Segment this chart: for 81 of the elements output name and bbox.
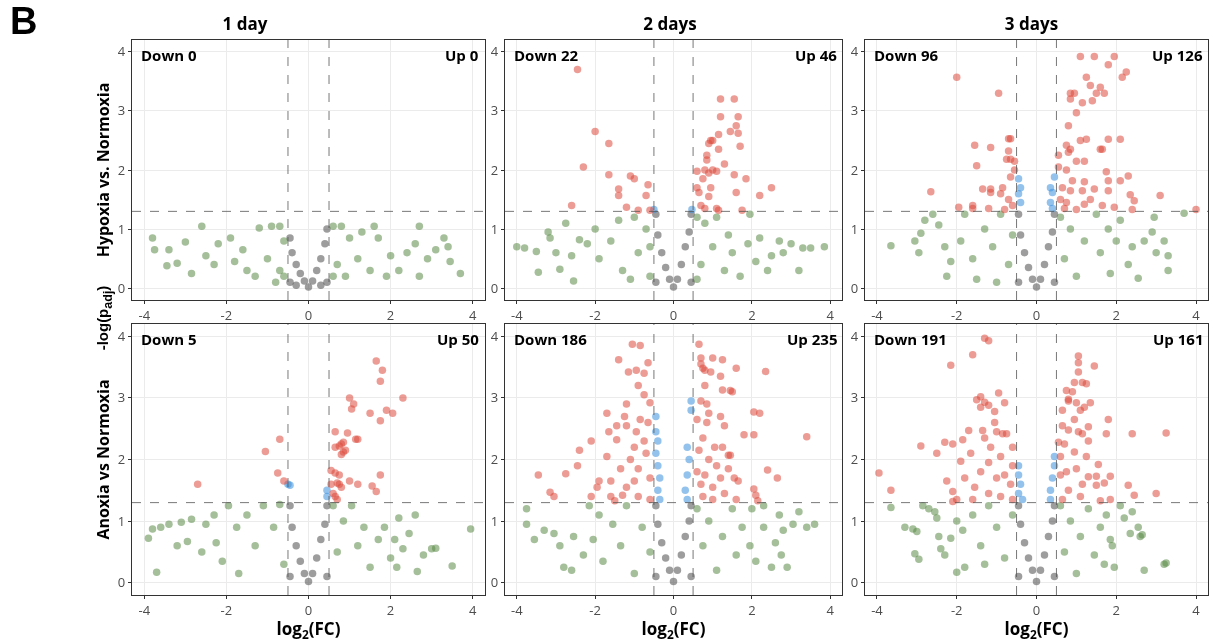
annotation: Up 161: [1153, 329, 1204, 349]
x-tick-label: 2: [1112, 600, 1120, 619]
y-tick-label: 2: [117, 160, 126, 179]
y-tick-label: 3: [850, 388, 859, 407]
x-tick-label: -2: [220, 600, 233, 619]
y-tick-label: 3: [490, 101, 499, 120]
y-tick-label: 0: [850, 278, 859, 297]
x-tick-label: 2: [386, 305, 395, 324]
x-tick-label: 0: [304, 305, 313, 324]
x-tick-label: 2: [386, 600, 395, 619]
x-tick-label: 0: [669, 600, 678, 619]
x-axis-title: log$_{2}$(FC): [276, 617, 341, 642]
annotation: Up 126: [1152, 45, 1203, 65]
x-tick-label: 0: [1032, 305, 1041, 324]
y-tick-label: 0: [117, 573, 126, 592]
text: B: [10, 0, 38, 43]
x-tick-label: 4: [468, 305, 477, 324]
y-tick-label: 3: [850, 101, 859, 120]
x-tick-label: -4: [510, 305, 524, 324]
y-tick-label: 1: [850, 219, 859, 238]
x-tick-label: 4: [826, 600, 835, 619]
annotation: Up 46: [795, 45, 838, 65]
x-tick-label: -4: [510, 600, 524, 619]
x-tick-label: -4: [138, 600, 151, 619]
y-tick-label: 3: [117, 388, 126, 407]
annotation: Down 186: [514, 329, 588, 349]
x-tick-label: -4: [138, 305, 151, 324]
annotation: Up 0: [445, 45, 479, 65]
y-tick-label: 0: [850, 573, 859, 592]
y-axis-title: Anoxia vs Normoxia: [91, 379, 114, 540]
x-tick-label: -4: [871, 305, 884, 324]
y-tick-label: 4: [490, 42, 499, 61]
x-tick-label: -2: [950, 305, 963, 324]
x-tick-label: 4: [1192, 600, 1201, 619]
y-tick-label: 4: [117, 326, 126, 345]
y-tick-label: 4: [850, 42, 859, 61]
annotation: Down 5: [141, 329, 197, 349]
x-tick-label: -2: [220, 305, 233, 324]
annotation: Down 191: [874, 329, 947, 349]
x-tick-label: 2: [748, 305, 756, 324]
y-tick-label: 0: [490, 573, 499, 592]
y-tick-label: 2: [850, 450, 859, 469]
y-axis-title: Hypoxia vs. Normoxia: [91, 82, 114, 258]
annotation: Down 96: [874, 45, 939, 65]
y-tick-label: 4: [850, 326, 859, 345]
x-tick-label: 0: [669, 305, 678, 324]
x-tick-label: -2: [950, 600, 963, 619]
x-tick-label: -2: [589, 305, 601, 324]
y-tick-label: 2: [117, 450, 126, 469]
annotation: Down 22: [514, 45, 579, 65]
y-tick-label: 1: [490, 511, 499, 530]
y-tick-label: 1: [117, 511, 126, 530]
y-tick-label: 3: [117, 101, 126, 120]
y-tick-label: 4: [117, 42, 126, 61]
y-tick-label: 2: [490, 160, 499, 179]
y-tick-label: 2: [490, 450, 499, 469]
y-tick-label: 4: [490, 326, 499, 345]
x-tick-label: 0: [1032, 600, 1041, 619]
y-tick-label: 0: [490, 278, 499, 297]
x-axis-title: log$_{2}$(FC): [1004, 617, 1069, 642]
annotation: Down 0: [141, 45, 197, 65]
y-tick-label: 3: [490, 388, 499, 407]
x-tick-label: 2: [1112, 305, 1120, 324]
y-tick-label: 1: [117, 219, 126, 238]
x-axis-title: log$_{2}$(FC): [641, 617, 706, 642]
chart-title: 1 day: [222, 11, 268, 35]
x-tick-label: -2: [589, 600, 601, 619]
y-tick-label: 0: [117, 278, 126, 297]
x-tick-label: 0: [304, 600, 313, 619]
chart-title: 3 days: [1004, 11, 1059, 35]
y-tick-label: 1: [490, 219, 499, 238]
y-tick-label: 2: [850, 160, 859, 179]
annotation: Up 235: [787, 329, 838, 349]
x-tick-label: 4: [826, 305, 835, 324]
x-tick-label: 2: [748, 600, 756, 619]
annotation: Up 50: [437, 329, 480, 349]
y-tick-label: 1: [850, 511, 859, 530]
x-tick-label: 4: [468, 600, 477, 619]
x-tick-label: 4: [1192, 305, 1201, 324]
x-tick-label: -4: [871, 600, 884, 619]
chart-title: 2 days: [643, 11, 697, 35]
